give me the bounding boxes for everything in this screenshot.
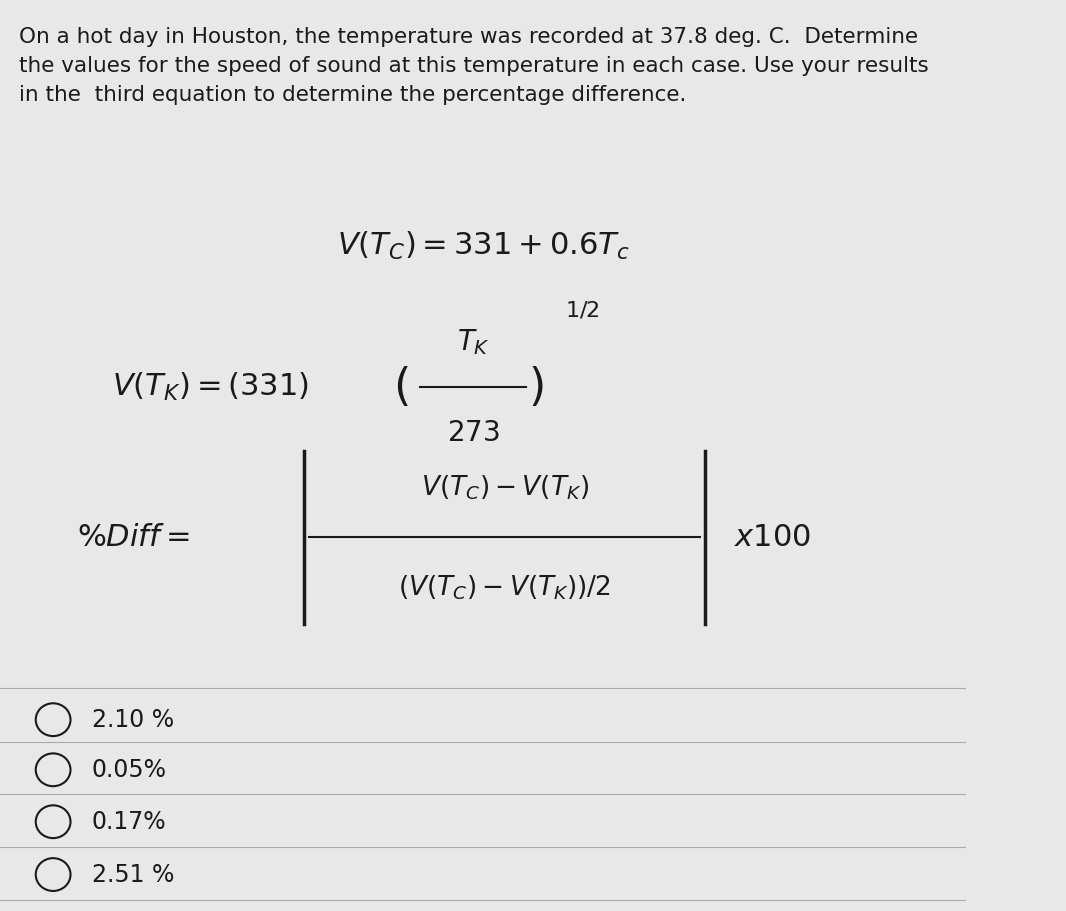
Text: 0.17%: 0.17% xyxy=(92,810,166,834)
Text: $T_K$: $T_K$ xyxy=(456,327,489,356)
Text: $(V(T_C) - V(T_K))/2$: $(V(T_C) - V(T_K))/2$ xyxy=(399,573,611,602)
Text: 2.10 %: 2.10 % xyxy=(92,708,174,732)
Text: $($: $($ xyxy=(393,365,408,409)
Text: $273$: $273$ xyxy=(447,419,500,446)
Text: $\%Diff = $: $\%Diff = $ xyxy=(77,523,190,552)
Text: $1/2$: $1/2$ xyxy=(565,299,600,321)
Text: $V(T_K) = (331)$: $V(T_K) = (331)$ xyxy=(112,371,309,404)
Text: $)$: $)$ xyxy=(529,365,544,409)
Text: 2.51 %: 2.51 % xyxy=(92,863,174,886)
Text: $x100$: $x100$ xyxy=(734,523,811,552)
Text: On a hot day in Houston, the temperature was recorded at 37.8 deg. C.  Determine: On a hot day in Houston, the temperature… xyxy=(19,27,930,105)
Text: $V(T_C) - V(T_K)$: $V(T_C) - V(T_K)$ xyxy=(421,473,588,502)
Text: 0.05%: 0.05% xyxy=(92,758,166,782)
Text: $V(T_C) = 331 + 0.6T_c$: $V(T_C) = 331 + 0.6T_c$ xyxy=(337,230,629,262)
